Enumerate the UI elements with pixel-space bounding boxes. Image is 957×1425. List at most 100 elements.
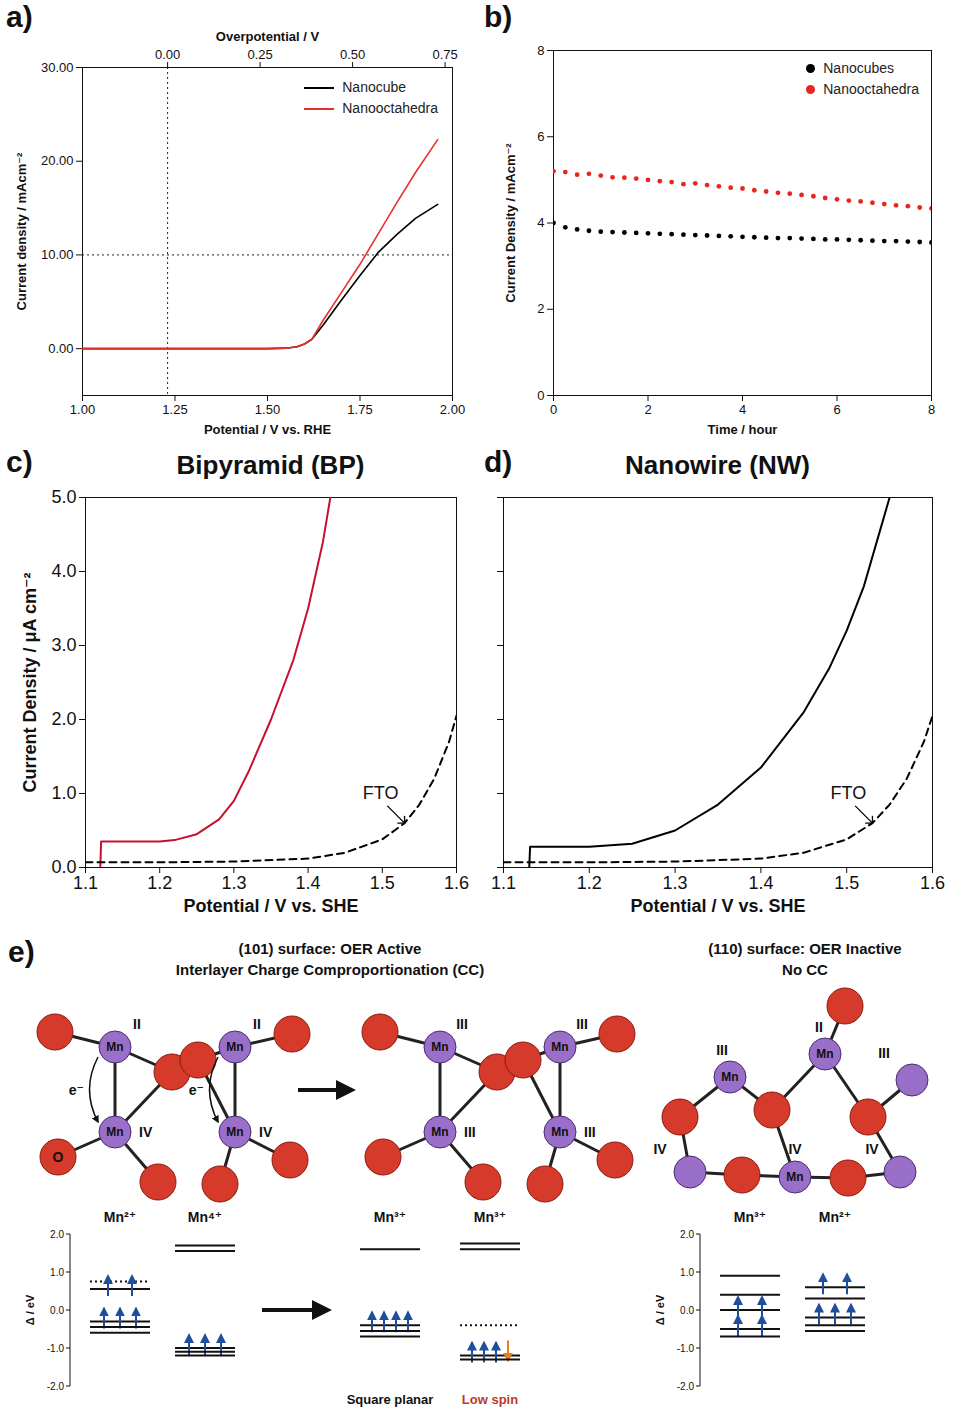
svg-text:III: III [456, 1016, 468, 1032]
svg-text:0.00: 0.00 [155, 47, 180, 62]
svg-text:Mn: Mn [551, 1125, 568, 1139]
svg-text:Potential / V vs. RHE: Potential / V vs. RHE [204, 422, 331, 437]
svg-text:Interlayer Charge Comproportio: Interlayer Charge Comproportionation (CC… [176, 961, 484, 978]
svg-text:(101) surface: OER Active: (101) surface: OER Active [239, 940, 422, 957]
svg-text:Mn: Mn [551, 1040, 568, 1054]
svg-text:IV: IV [865, 1141, 879, 1157]
svg-text:III: III [878, 1045, 890, 1061]
svg-text:III: III [464, 1124, 476, 1140]
svg-text:1.00: 1.00 [70, 402, 95, 417]
svg-text:Mn: Mn [786, 1170, 803, 1184]
svg-text:Current Density / mAcm⁻²: Current Density / mAcm⁻² [503, 143, 518, 303]
svg-text:Mn³⁺: Mn³⁺ [374, 1209, 406, 1225]
svg-text:6: 6 [537, 129, 544, 144]
svg-text:O: O [53, 1149, 64, 1165]
svg-text:1.5: 1.5 [370, 873, 395, 893]
svg-text:Δ / eV: Δ / eV [654, 1294, 666, 1325]
svg-text:IV: IV [653, 1141, 667, 1157]
svg-text:IV: IV [788, 1141, 802, 1157]
svg-text:2.00: 2.00 [440, 402, 465, 417]
svg-text:II: II [133, 1016, 141, 1032]
svg-text:III: III [576, 1016, 588, 1032]
svg-text:Mn: Mn [106, 1040, 123, 1054]
svg-text:Potential / V vs. SHE: Potential / V vs. SHE [183, 896, 358, 916]
svg-text:0.50: 0.50 [340, 47, 365, 62]
svg-text:4.0: 4.0 [51, 561, 76, 581]
svg-text:1.3: 1.3 [221, 873, 246, 893]
svg-text:Mn: Mn [816, 1047, 833, 1061]
svg-text:Mn²⁺: Mn²⁺ [104, 1209, 136, 1225]
svg-text:IV: IV [259, 1124, 273, 1140]
svg-text:Mn: Mn [721, 1070, 738, 1084]
svg-text:0.25: 0.25 [247, 47, 272, 62]
svg-text:1.25: 1.25 [162, 402, 187, 417]
svg-text:0.0: 0.0 [680, 1305, 694, 1316]
svg-text:III: III [584, 1124, 596, 1140]
svg-text:10.00: 10.00 [41, 247, 74, 262]
svg-text:1.5: 1.5 [834, 873, 859, 893]
svg-text:8: 8 [928, 402, 935, 417]
svg-text:1.50: 1.50 [255, 402, 280, 417]
svg-text:-2.0: -2.0 [47, 1381, 65, 1392]
svg-text:0.0: 0.0 [51, 857, 76, 877]
svg-text:1.6: 1.6 [920, 873, 945, 893]
svg-text:1.2: 1.2 [147, 873, 172, 893]
svg-text:Mn: Mn [431, 1040, 448, 1054]
svg-text:No CC: No CC [782, 961, 828, 978]
svg-text:e): e) [8, 935, 35, 968]
svg-text:Time / hour: Time / hour [708, 422, 778, 437]
svg-text:30.00: 30.00 [41, 60, 74, 75]
svg-text:Mn⁴⁺: Mn⁴⁺ [188, 1209, 223, 1225]
svg-text:FTO: FTO [831, 783, 867, 803]
svg-text:3.0: 3.0 [51, 635, 76, 655]
svg-text:Current density / mAcm⁻²: Current density / mAcm⁻² [14, 152, 29, 311]
svg-text:-1.0: -1.0 [47, 1343, 65, 1354]
svg-text:1.0: 1.0 [680, 1267, 694, 1278]
svg-text:0.75: 0.75 [432, 47, 457, 62]
svg-text:Current Density / μA cm⁻²: Current Density / μA cm⁻² [20, 573, 40, 793]
svg-text:Overpotential / V: Overpotential / V [216, 29, 320, 44]
svg-text:2.0: 2.0 [51, 709, 76, 729]
svg-text:2.0: 2.0 [50, 1229, 64, 1240]
svg-text:-2.0: -2.0 [677, 1381, 695, 1392]
svg-text:e⁻: e⁻ [189, 1082, 204, 1098]
svg-text:1.3: 1.3 [663, 873, 688, 893]
svg-text:0: 0 [550, 402, 557, 417]
svg-text:1.4: 1.4 [748, 873, 773, 893]
svg-text:Potential / V vs. SHE: Potential / V vs. SHE [630, 896, 805, 916]
svg-text:6: 6 [833, 402, 840, 417]
svg-text:1.1: 1.1 [491, 873, 516, 893]
svg-text:1.0: 1.0 [51, 783, 76, 803]
svg-text:III: III [716, 1042, 728, 1058]
svg-text:8: 8 [537, 43, 544, 58]
svg-text:1.2: 1.2 [577, 873, 602, 893]
svg-text:2: 2 [537, 301, 544, 316]
svg-text:Δ / eV: Δ / eV [24, 1294, 36, 1325]
svg-text:Mn³⁺: Mn³⁺ [734, 1209, 766, 1225]
svg-text:-1.0: -1.0 [677, 1343, 695, 1354]
svg-text:e⁻: e⁻ [69, 1082, 84, 1098]
svg-text:II: II [253, 1016, 261, 1032]
svg-text:II: II [815, 1019, 823, 1035]
svg-text:Mn³⁺: Mn³⁺ [474, 1209, 506, 1225]
svg-text:Mn: Mn [431, 1125, 448, 1139]
svg-text:5.0: 5.0 [51, 487, 76, 507]
svg-text:FTO: FTO [363, 783, 399, 803]
svg-text:4: 4 [739, 402, 746, 417]
svg-text:Square planar: Square planar [347, 1392, 434, 1407]
svg-text:1.4: 1.4 [296, 873, 321, 893]
svg-text:Mn: Mn [226, 1125, 243, 1139]
svg-text:1.6: 1.6 [444, 873, 469, 893]
svg-text:IV: IV [139, 1124, 153, 1140]
svg-text:2.0: 2.0 [680, 1229, 694, 1240]
svg-text:Low spin: Low spin [462, 1392, 518, 1407]
svg-text:Mn: Mn [106, 1125, 123, 1139]
svg-text:Mn: Mn [226, 1040, 243, 1054]
svg-text:1.1: 1.1 [73, 873, 98, 893]
svg-text:1.0: 1.0 [50, 1267, 64, 1278]
svg-text:20.00: 20.00 [41, 153, 74, 168]
svg-text:0: 0 [537, 388, 544, 403]
svg-text:0.00: 0.00 [48, 341, 73, 356]
svg-text:Mn²⁺: Mn²⁺ [819, 1209, 851, 1225]
svg-text:(110) surface: OER Inactive: (110) surface: OER Inactive [708, 940, 901, 957]
